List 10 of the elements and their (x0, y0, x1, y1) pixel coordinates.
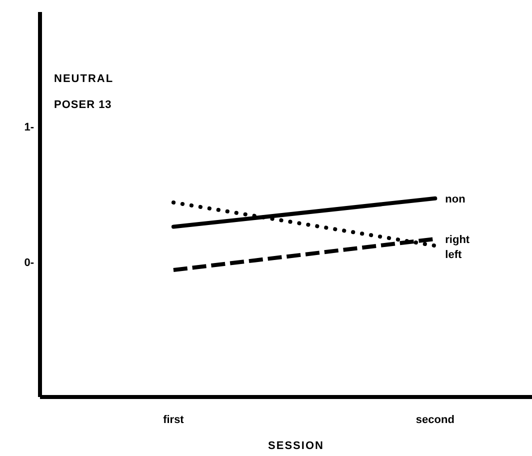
y-tick-label: 1- (24, 122, 34, 134)
series-label: right (445, 234, 470, 246)
x-axis-title: SESSION (268, 440, 324, 452)
text: NEUTRAL (54, 73, 114, 85)
x-tick-label: second (416, 414, 454, 426)
series-label: non (445, 193, 466, 206)
series-label: left (445, 248, 462, 261)
x-tick-label: first (163, 414, 184, 426)
text: POSER 13 (54, 99, 112, 111)
y-tick-label: 0- (24, 256, 34, 269)
